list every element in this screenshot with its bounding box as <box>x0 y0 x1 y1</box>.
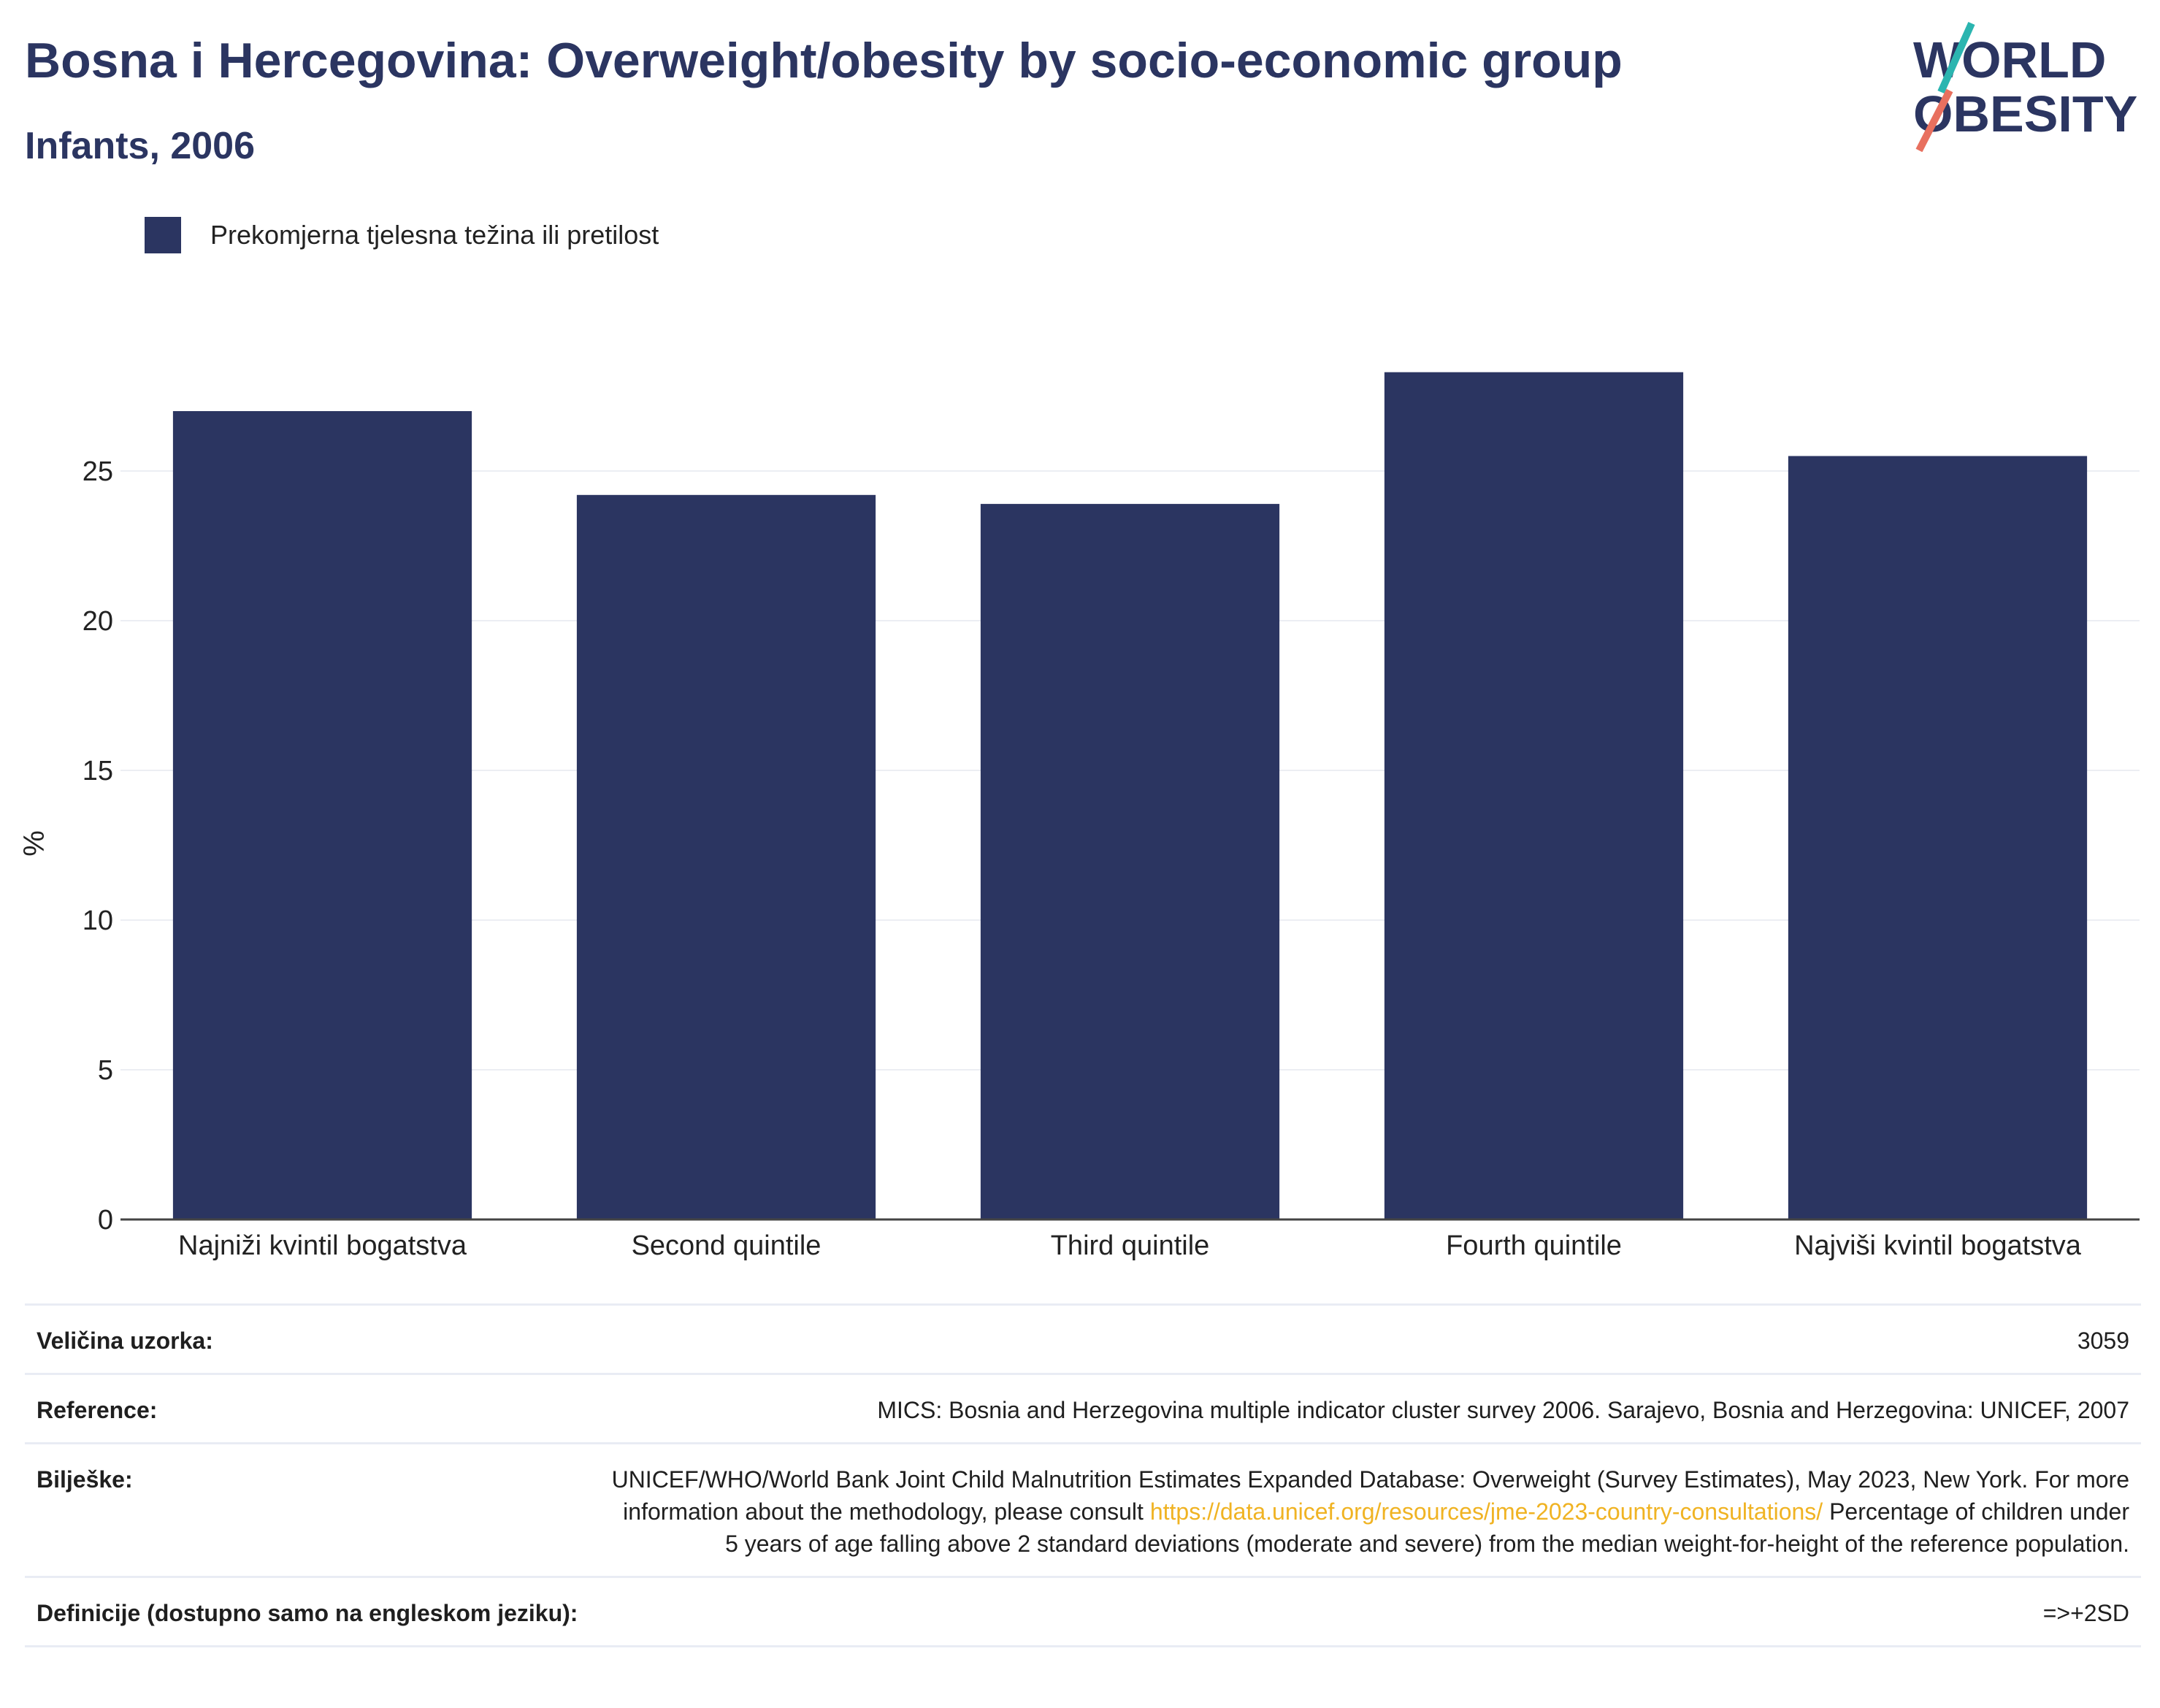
y-tick-label: 15 <box>83 756 113 786</box>
info-value: =>+2SD <box>2042 1600 2129 1626</box>
info-label: Definicije (dostupno samo na engleskom j… <box>37 1600 578 1626</box>
info-table: Veličina uzorka: 3059 Reference: MICS: B… <box>25 1303 2141 1647</box>
info-row-reference: Reference: MICS: Bosnia and Herzegovina … <box>25 1373 2141 1442</box>
y-tick-label: 25 <box>83 456 113 487</box>
x-tick-label: Fourth quintile <box>1446 1230 1622 1261</box>
bar-chart: 0 5 10 15 20 25 Najniži kvintil bogatstva Secon… <box>18 372 2140 1261</box>
info-label: Veličina uzorka: <box>37 1328 213 1354</box>
info-label: Bilješke: <box>37 1466 133 1493</box>
y-tick-label: 10 <box>83 905 113 936</box>
notes-text-pre: UNICEF/WHO/World Bank Joint Child Malnut… <box>611 1466 2129 1525</box>
bar <box>980 504 1280 1219</box>
y-tick-label: 0 <box>98 1205 113 1236</box>
page-title: Bosna i Hercegovina: Overweight/obesity … <box>25 33 1623 88</box>
notes-text-post: Percentage of children under 5 years of … <box>725 1498 2129 1557</box>
y-tick-label: 5 <box>98 1055 113 1086</box>
bar <box>1384 372 1684 1220</box>
info-label: Reference: <box>37 1397 158 1423</box>
x-tick-label: Najniži kvintil bogatstva <box>178 1230 467 1261</box>
info-row-sample-size: Veličina uzorka: 3059 <box>25 1303 2141 1373</box>
info-row-notes: Bilješke: UNICEF/WHO/World Bank Joint Ch… <box>25 1442 2141 1576</box>
info-value: UNICEF/WHO/World Bank Joint Child Malnut… <box>610 1463 2129 1560</box>
legend-label: Prekomjerna tjelesna težina ili pretilos… <box>210 220 659 250</box>
bar <box>172 411 472 1219</box>
info-row-definitions: Definicije (dostupno samo na engleskom j… <box>25 1576 2141 1647</box>
page-subtitle: Infants, 2006 <box>25 125 256 167</box>
x-tick-label: Najviši kvintil bogatstva <box>1794 1230 2082 1261</box>
y-axis-title: % <box>18 830 50 857</box>
info-value: MICS: Bosnia and Herzegovina multiple in… <box>877 1397 2129 1423</box>
x-tick-label: Second quintile <box>632 1230 822 1261</box>
chart-legend: Prekomjerna tjelesna težina ili pretilos… <box>145 217 659 253</box>
bar <box>576 494 876 1219</box>
y-tick-label: 20 <box>83 606 113 637</box>
world-obesity-logo: WORLD OBESITY <box>1913 21 2137 152</box>
notes-link[interactable]: https://data.unicef.org/resources/jme-20… <box>1149 1498 1823 1525</box>
x-tick-label: Third quintile <box>1051 1230 1210 1261</box>
legend-swatch <box>145 217 181 253</box>
bar <box>1788 456 2088 1219</box>
info-value: 3059 <box>2077 1328 2129 1354</box>
